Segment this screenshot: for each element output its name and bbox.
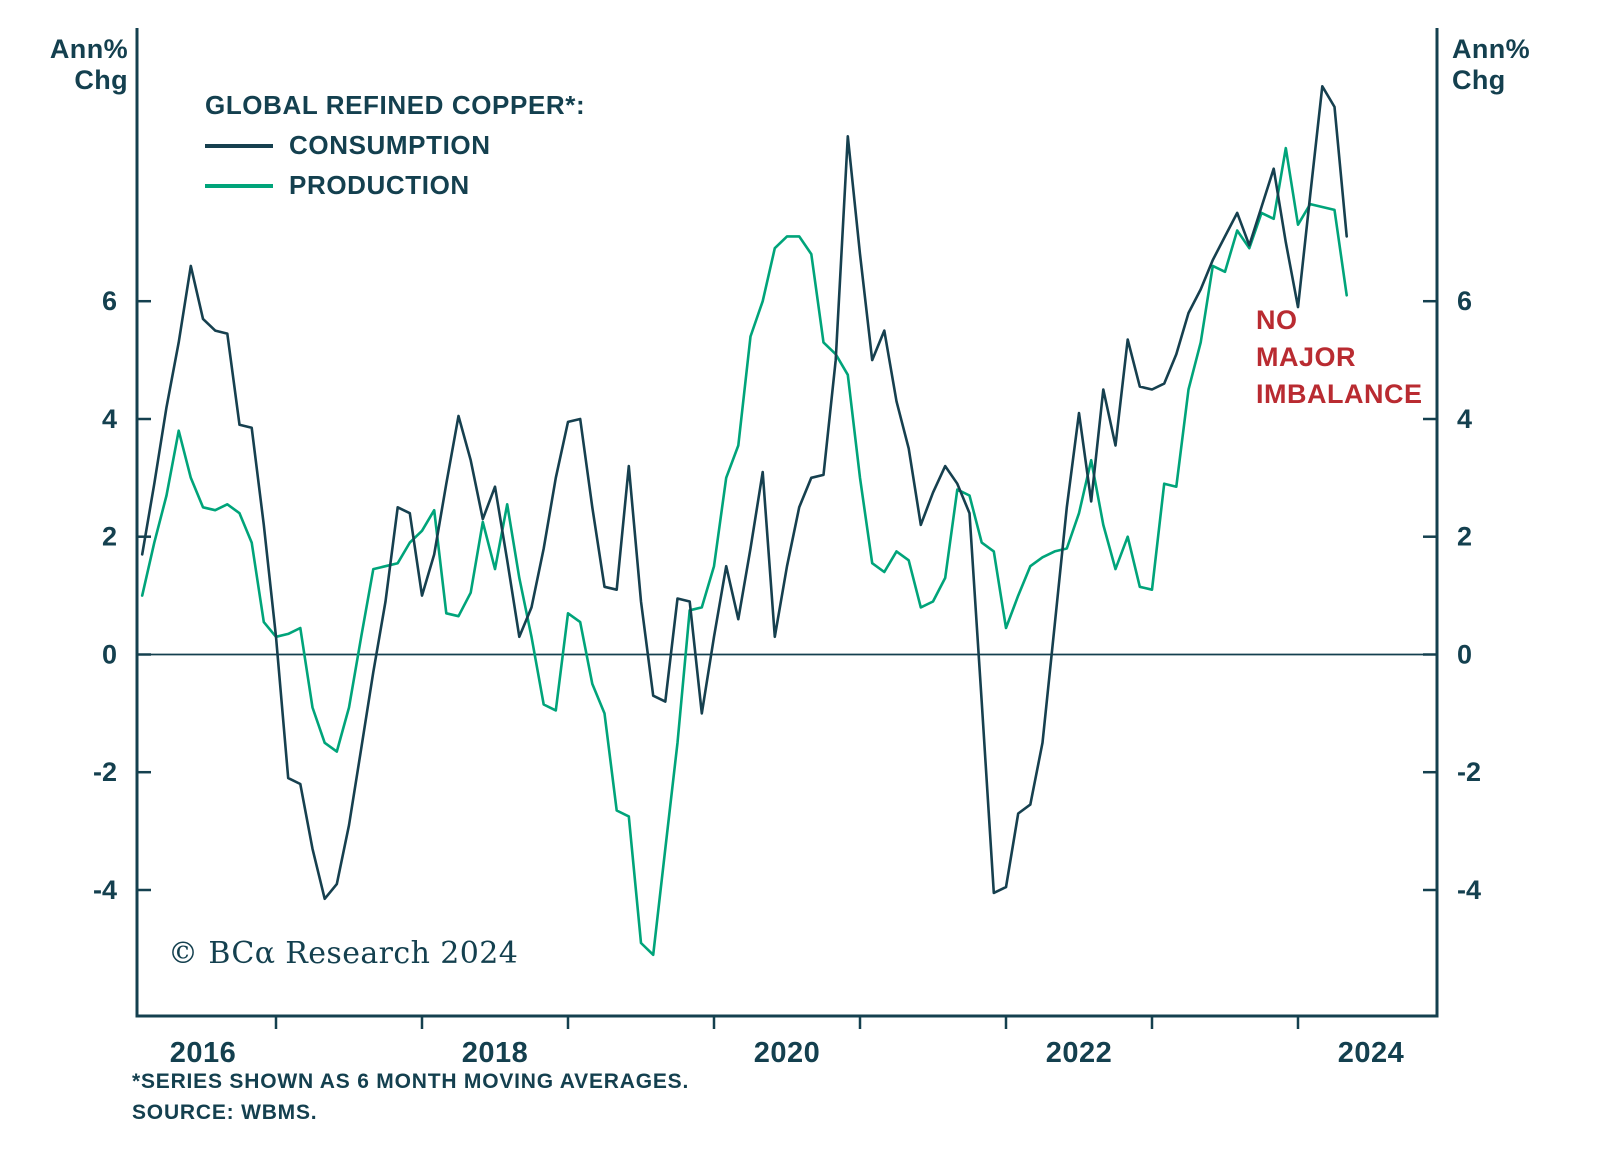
legend-title: GLOBAL REFINED COPPER*: — [205, 90, 586, 120]
x-tick-label: 2018 — [462, 1037, 529, 1069]
x-tick-label: 2022 — [1046, 1037, 1113, 1069]
annotation-line: MAJOR — [1256, 342, 1357, 372]
x-tick-label: 2020 — [754, 1037, 821, 1069]
y-tick-label-left: 2 — [102, 522, 117, 552]
y-tick-label-right: -2 — [1457, 757, 1481, 787]
footnote-series: *SERIES SHOWN AS 6 MONTH MOVING AVERAGES… — [132, 1070, 690, 1093]
y-tick-label-right: -4 — [1457, 875, 1481, 905]
annotation-line: NO — [1256, 305, 1298, 335]
y-tick-label-left: -2 — [93, 757, 117, 787]
legend-label-production: PRODUCTION — [289, 170, 470, 200]
production-line-swatch — [205, 183, 273, 188]
legend: GLOBAL REFINED COPPER*: CONSUMPTION PROD… — [205, 90, 585, 201]
consumption-line-swatch — [205, 143, 273, 148]
legend-label-consumption: CONSUMPTION — [289, 130, 491, 160]
y-axis-unit-line2: Chg — [1452, 65, 1506, 95]
annotation-line: IMBALANCE — [1256, 379, 1423, 409]
y-axis-unit-line2: Chg — [74, 65, 128, 95]
y-tick-label-left: 6 — [102, 286, 117, 316]
copyright: © BCα Research 2024 — [168, 936, 519, 971]
y-axis-unit-line1: Ann% — [1452, 34, 1531, 64]
y-tick-label-left: -4 — [93, 875, 117, 905]
series-line-production — [140, 146, 1348, 957]
footnote-source: SOURCE: WBMS. — [132, 1101, 318, 1124]
y-axis-unit-line1: Ann% — [49, 34, 128, 64]
x-tick-label: 2024 — [1338, 1037, 1405, 1069]
y-tick-label-right: 2 — [1457, 522, 1472, 552]
series-line-consumption — [140, 85, 1348, 901]
y-tick-label-left: 0 — [102, 639, 117, 669]
y-tick-label-right: 4 — [1457, 404, 1472, 434]
x-tick-label: 2016 — [170, 1037, 237, 1069]
y-axis-unit-right: Ann% Chg — [1452, 34, 1530, 96]
legend-item-consumption: CONSUMPTION — [205, 130, 585, 161]
y-tick-label-right: 0 — [1457, 639, 1472, 669]
y-tick-label-left: 4 — [102, 404, 117, 434]
footnotes: *SERIES SHOWN AS 6 MONTH MOVING AVERAGES… — [132, 1066, 689, 1128]
legend-item-production: PRODUCTION — [205, 170, 585, 201]
annotation-no-major-imbalance: NO MAJOR IMBALANCE — [1256, 302, 1423, 413]
y-axis-unit-left: Ann% Chg — [38, 34, 128, 96]
y-tick-label-right: 6 — [1457, 286, 1472, 316]
